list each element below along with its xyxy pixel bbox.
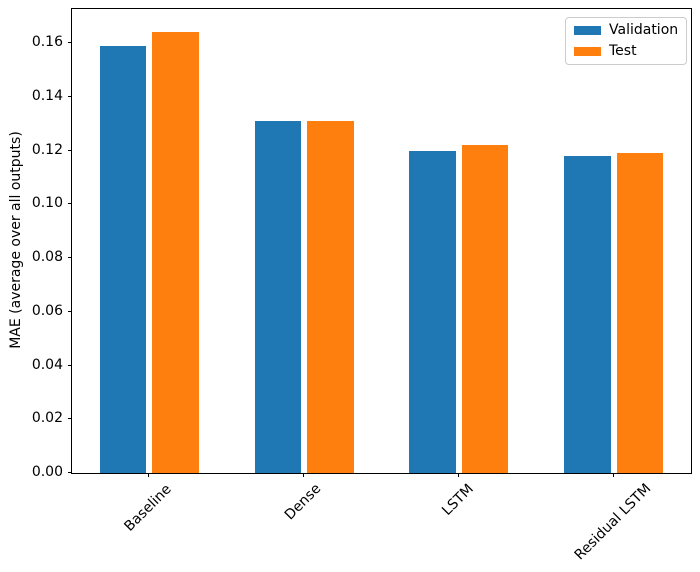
x-tick-label-baseline: Baseline bbox=[121, 480, 176, 535]
plot-area bbox=[71, 8, 692, 474]
x-tick-mark bbox=[303, 473, 305, 477]
bar-validation-baseline bbox=[99, 45, 147, 473]
y-tick-label: 0.12 bbox=[31, 141, 63, 158]
y-tick-label: 0.00 bbox=[31, 464, 63, 480]
legend-label: Validation bbox=[609, 22, 679, 38]
x-tick-mark bbox=[457, 473, 459, 477]
x-tick-mark bbox=[612, 473, 614, 477]
bar-validation-dense bbox=[254, 121, 302, 473]
y-tick-label: 0.10 bbox=[31, 195, 63, 212]
y-tick-label: 0.16 bbox=[31, 34, 63, 51]
legend-entry-test: Test bbox=[574, 44, 678, 59]
bar-test-baseline bbox=[152, 32, 199, 473]
bar-validation-lstm bbox=[409, 150, 456, 473]
legend-label: Test bbox=[609, 43, 637, 59]
y-tick-label: 0.04 bbox=[31, 356, 63, 373]
y-tick-label: 0.14 bbox=[31, 87, 63, 104]
y-tick-mark bbox=[68, 310, 72, 312]
legend: Validation Test bbox=[565, 17, 688, 65]
y-tick-mark bbox=[68, 472, 72, 473]
legend-entry-validation: Validation bbox=[574, 23, 678, 38]
y-tick-mark bbox=[68, 95, 72, 97]
legend-swatch-test bbox=[574, 47, 601, 56]
y-tick-label: 0.06 bbox=[31, 302, 63, 319]
bar-test-residual-lstm bbox=[616, 153, 664, 473]
y-tick-label: 0.02 bbox=[31, 410, 63, 427]
y-tick-mark bbox=[68, 149, 72, 151]
y-tick-mark bbox=[68, 418, 72, 420]
bar-test-dense bbox=[307, 121, 354, 473]
legend-swatch-validation bbox=[574, 26, 601, 35]
x-tick-label-lstm: LSTM bbox=[439, 480, 477, 519]
x-tick-mark bbox=[148, 473, 150, 477]
bar-validation-residual-lstm bbox=[564, 155, 611, 473]
y-tick-mark bbox=[68, 203, 72, 205]
y-tick-mark bbox=[68, 257, 72, 259]
y-tick-mark bbox=[68, 364, 72, 366]
x-tick-label-dense: Dense bbox=[281, 480, 325, 524]
y-tick-label: 0.08 bbox=[31, 249, 63, 266]
bar-test-lstm bbox=[461, 145, 509, 473]
y-tick-mark bbox=[68, 42, 72, 44]
x-tick-label-residual-lstm: Residual LSTM bbox=[571, 481, 654, 564]
